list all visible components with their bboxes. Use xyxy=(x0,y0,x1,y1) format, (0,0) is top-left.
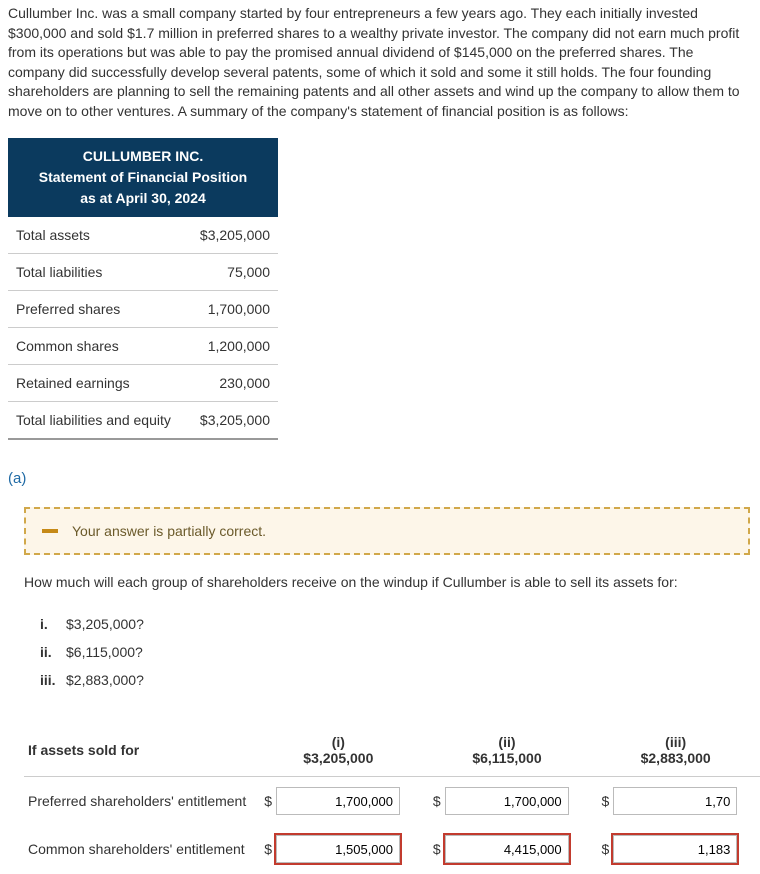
answer-cell: $ xyxy=(591,777,760,825)
scenario-item: iii.$2,883,000? xyxy=(40,666,750,694)
scenario-text: $2,883,000? xyxy=(66,672,144,688)
sfp-row-label: Total assets xyxy=(8,217,188,254)
scenario-num: iii. xyxy=(40,672,66,688)
sfp-header: CULLUMBER INC. Statement of Financial Po… xyxy=(8,138,278,217)
answer-input[interactable] xyxy=(445,835,569,863)
answer-title: If assets sold for xyxy=(24,724,254,777)
partial-icon xyxy=(42,529,58,533)
answer-input[interactable] xyxy=(613,787,737,815)
partial-message: Your answer is partially correct. xyxy=(72,523,266,539)
scenario-item: ii.$6,115,000? xyxy=(40,638,750,666)
answer-row-label: Preferred shareholders' entitlement xyxy=(24,777,254,825)
part-label: (a) xyxy=(0,440,760,507)
sfp-row: Total liabilities75,000 xyxy=(8,253,278,290)
scenario-num: ii. xyxy=(40,644,66,660)
answer-cell: $ xyxy=(423,825,592,873)
sfp-table: Total assets$3,205,000Total liabilities7… xyxy=(8,217,278,438)
dollar-sign: $ xyxy=(258,793,276,809)
answer-input[interactable] xyxy=(445,787,569,815)
partial-correct-banner: Your answer is partially correct. xyxy=(24,507,750,555)
answer-col-header: (ii)$6,115,000 xyxy=(423,724,592,777)
dollar-sign: $ xyxy=(427,841,445,857)
sfp-row-value: 1,200,000 xyxy=(188,327,278,364)
dollar-sign: $ xyxy=(427,793,445,809)
answer-cell: $ xyxy=(254,825,423,873)
sfp-row-value: $3,205,000 xyxy=(188,217,278,254)
sfp-row-value: 230,000 xyxy=(188,364,278,401)
scenario-list: i.$3,205,000?ii.$6,115,000?iii.$2,883,00… xyxy=(0,610,760,704)
answer-grid: If assets sold for (i)$3,205,000(ii)$6,1… xyxy=(0,704,760,873)
intro-text: Cullumber Inc. was a small company start… xyxy=(0,0,760,132)
sfp-row: Retained earnings230,000 xyxy=(8,364,278,401)
answer-input[interactable] xyxy=(276,835,400,863)
sfp-company: CULLUMBER INC. xyxy=(22,146,264,167)
sfp-statement: Statement of Financial Position xyxy=(22,167,264,188)
answer-cell: $ xyxy=(254,777,423,825)
answer-col-header: (i)$3,205,000 xyxy=(254,724,423,777)
sfp-row: Preferred shares1,700,000 xyxy=(8,290,278,327)
sfp-date: as at April 30, 2024 xyxy=(22,188,264,209)
sfp-row-value: 75,000 xyxy=(188,253,278,290)
sfp-row: Total liabilities and equity$3,205,000 xyxy=(8,401,278,438)
sfp-row: Common shares1,200,000 xyxy=(8,327,278,364)
sfp-row-value: $3,205,000 xyxy=(188,401,278,438)
answer-input[interactable] xyxy=(613,835,737,863)
sfp-row-label: Common shares xyxy=(8,327,188,364)
sfp-row: Total assets$3,205,000 xyxy=(8,217,278,254)
scenario-text: $3,205,000? xyxy=(66,616,144,632)
sfp-row-label: Preferred shares xyxy=(8,290,188,327)
dollar-sign: $ xyxy=(595,841,613,857)
dollar-sign: $ xyxy=(595,793,613,809)
answer-col-header: (iii)$2,883,000 xyxy=(591,724,760,777)
sfp-row-label: Total liabilities xyxy=(8,253,188,290)
sfp-table-wrap: CULLUMBER INC. Statement of Financial Po… xyxy=(8,138,278,440)
answer-row: Common shareholders' entitlement$$$ xyxy=(24,825,760,873)
scenario-text: $6,115,000? xyxy=(66,644,143,660)
sfp-row-value: 1,700,000 xyxy=(188,290,278,327)
dollar-sign: $ xyxy=(258,841,276,857)
answer-input[interactable] xyxy=(276,787,400,815)
scenario-item: i.$3,205,000? xyxy=(40,610,750,638)
sfp-row-label: Total liabilities and equity xyxy=(8,401,188,438)
answer-row: Preferred shareholders' entitlement$$$ xyxy=(24,777,760,825)
sfp-row-label: Retained earnings xyxy=(8,364,188,401)
answer-row-label: Common shareholders' entitlement xyxy=(24,825,254,873)
answer-cell: $ xyxy=(591,825,760,873)
answer-cell: $ xyxy=(423,777,592,825)
scenario-num: i. xyxy=(40,616,66,632)
question-text: How much will each group of shareholders… xyxy=(0,573,760,611)
